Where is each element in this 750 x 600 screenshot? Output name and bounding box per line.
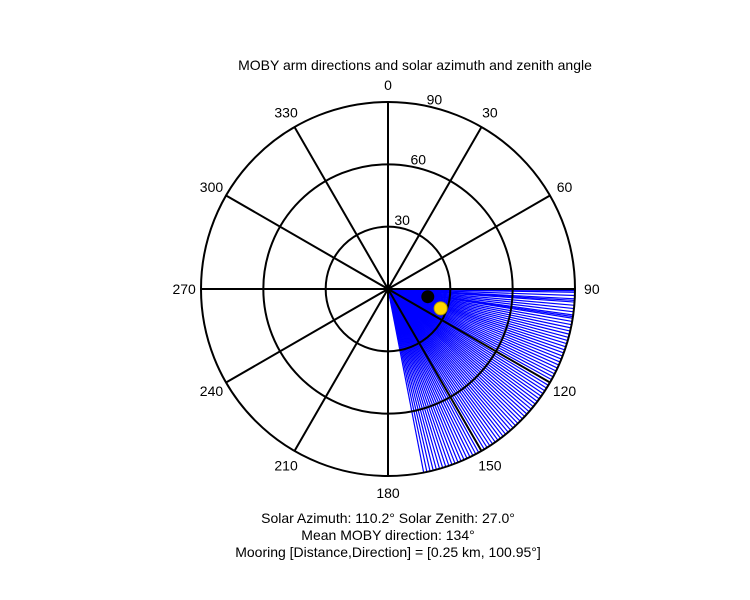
radial-tick-label: 30 [394, 212, 410, 228]
moby-direction-caption: Mean MOBY direction: 134° [301, 527, 474, 543]
mooring-caption: Mooring [Distance,Direction] = [0.25 km,… [235, 544, 541, 560]
grid-ring [324, 225, 452, 353]
polar-grid [200, 101, 576, 477]
angle-tick-label: 90 [584, 281, 600, 297]
grid-ring [262, 163, 514, 415]
angle-tick-label: 0 [384, 77, 392, 93]
angle-tick-label: 150 [478, 458, 502, 474]
sun-marker [433, 301, 448, 316]
moby-arm-line [387, 288, 425, 473]
angle-tick-label: 30 [482, 104, 498, 120]
angle-tick-label: 240 [200, 383, 224, 399]
angle-tick-label: 270 [172, 281, 196, 297]
grid-ring [200, 101, 576, 477]
markers [421, 290, 448, 316]
angle-tick-label: 180 [376, 485, 400, 501]
angle-tick-label: 330 [274, 104, 298, 120]
angle-tick-label: 300 [200, 179, 224, 195]
angle-tick-label: 210 [274, 458, 298, 474]
angle-tick-label: 60 [557, 179, 573, 195]
radial-tick-label: 90 [427, 91, 443, 107]
mooring-marker [421, 290, 435, 304]
radial-tick-label: 60 [410, 152, 426, 168]
angle-tick-label: 120 [553, 383, 577, 399]
tick-labels: 0 30 60 90 120 150 180 210 240 270 300 330 30 60 90 [172, 77, 599, 501]
chart-title: MOBY arm directions and solar azimuth an… [238, 57, 592, 73]
moby-arm-series [387, 288, 575, 473]
solar-caption: Solar Azimuth: 110.2° Solar Zenith: 27.0… [261, 510, 515, 526]
